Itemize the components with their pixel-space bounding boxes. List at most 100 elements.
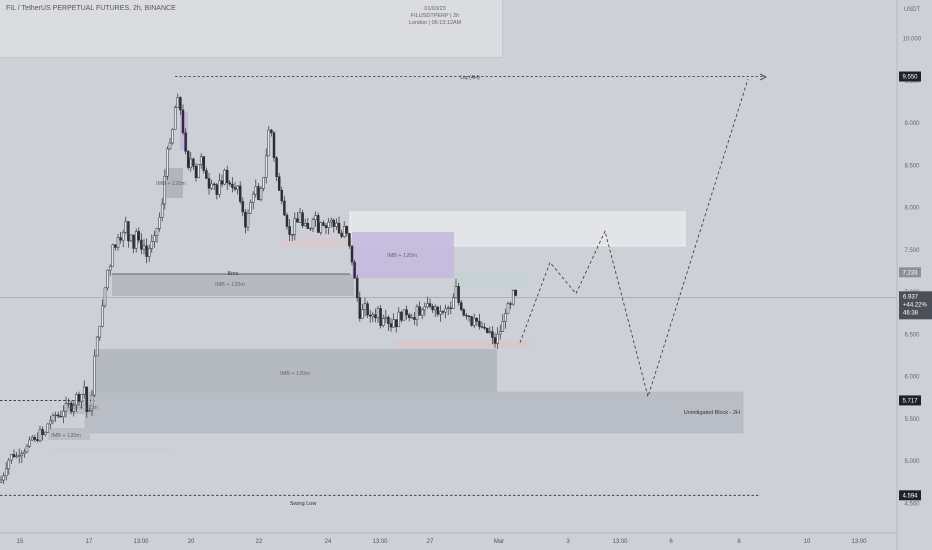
candle-body: [475, 317, 479, 322]
candle-body: [197, 164, 200, 179]
candle-body: [480, 326, 484, 328]
candle-body: [103, 287, 107, 307]
imb-zone-teal-small: [52, 448, 174, 452]
candle-body: [75, 394, 78, 406]
label-liq: Liq (4H): [460, 75, 480, 81]
candle-body: [90, 394, 94, 411]
candle-body: [246, 213, 250, 228]
candle-body: [41, 429, 44, 435]
label-imb-big: IMB + 120m: [280, 371, 310, 377]
price-tick-label: 9.000: [904, 121, 920, 127]
candle-body: [485, 327, 489, 333]
candle-body: [264, 155, 268, 178]
imb-zone-upper: [112, 274, 354, 296]
candles-layer: [0, 93, 518, 484]
candle-body: [293, 218, 297, 235]
candle-body: [233, 187, 237, 190]
candle-body: [85, 386, 89, 412]
candle-body: [413, 317, 416, 320]
time-tick-label: 13:00: [851, 539, 867, 545]
label-unmitigated: Unmitigated Block - 2H: [684, 410, 740, 416]
candle-body: [329, 219, 333, 223]
candle-body: [199, 156, 203, 165]
candle-body: [184, 132, 187, 152]
price-tags: 9.550 7.233 5.717 4.594 6.937 +44.22% 46:38: [899, 71, 932, 501]
time-tick-label: 13:00: [372, 539, 388, 545]
label-swing-low: Swing Low: [290, 501, 317, 507]
label-bms: Bms: [228, 271, 239, 277]
candle-body: [441, 311, 445, 313]
candle-body: [311, 219, 315, 229]
time-tick-label: 22: [256, 539, 263, 545]
candle-body: [350, 245, 354, 263]
candle-body: [129, 234, 133, 242]
candle-body: [181, 109, 185, 134]
candle-body: [340, 232, 343, 237]
candle-body: [119, 237, 122, 241]
candle-body: [241, 201, 245, 213]
candle-body: [145, 245, 148, 257]
candle-body: [69, 403, 73, 412]
candle-body: [379, 308, 382, 326]
candle-body: [62, 410, 65, 417]
candle-body: [153, 235, 156, 242]
candle-body: [46, 423, 50, 433]
price-tag-block: 5.717: [902, 398, 918, 404]
candle-body: [498, 331, 502, 335]
candle-body: [420, 309, 424, 316]
candle-body: [98, 325, 102, 338]
candle-body: [251, 193, 255, 203]
candle-body: [319, 222, 323, 233]
candle-body: [36, 439, 39, 441]
candle-body: [12, 454, 16, 458]
candle-body: [111, 244, 115, 267]
candle-body: [394, 319, 398, 328]
candle-body: [400, 311, 403, 321]
candle-body: [2, 475, 5, 481]
candle-body: [231, 183, 234, 188]
candle-body: [423, 306, 427, 311]
candle-body: [150, 241, 154, 249]
candle-body: [15, 455, 18, 458]
demand-zone-pink-2: [395, 340, 530, 348]
candle-body: [88, 410, 91, 412]
label-imb-small-2: IMB + 120m: [51, 433, 81, 439]
symbol-title[interactable]: FIL / TetherUS PERPETUAL FUTURES, 2h, BI…: [6, 5, 176, 12]
candle-body: [511, 289, 515, 305]
candle-body: [7, 459, 11, 470]
candle-body: [155, 228, 159, 236]
candle-body: [163, 175, 167, 205]
candle-body: [43, 432, 47, 435]
candle-body: [337, 222, 341, 234]
price-tag-low: 4.594: [902, 493, 918, 499]
candle-body: [244, 211, 247, 228]
candle-body: [160, 203, 164, 218]
zones-layer: [48, 112, 744, 452]
candle-body: [82, 386, 86, 395]
candle-body: [228, 182, 232, 185]
candle-body: [454, 286, 458, 299]
candle-body: [303, 223, 307, 226]
candle-body: [249, 202, 252, 214]
time-axis-ticks: 15 17 13:00 20 22 24 13:00 27 Mar 3 13:00 6 8 10 13:00: [17, 539, 868, 545]
candle-body: [72, 404, 76, 412]
candle-body: [218, 180, 221, 195]
candle-body: [387, 316, 390, 324]
candle-body: [332, 219, 336, 227]
unmitigated-block-zone: [84, 391, 744, 434]
meta-time: London | 06:13:12AM: [408, 20, 462, 26]
candle-body: [17, 455, 21, 457]
candle-body: [452, 297, 455, 309]
candle-body: [51, 415, 55, 422]
candle-body: [267, 129, 271, 157]
candle-body: [496, 333, 499, 344]
candle-body: [306, 223, 310, 229]
candle-body: [114, 244, 117, 248]
time-tick-label: 8: [737, 539, 741, 545]
annotation-layer: Liq (4H) Bms IMB + 120m IMB + 120m IMB + 120…: [51, 75, 740, 507]
label-imb-small-1: IMB + 120m: [68, 405, 98, 411]
candle-body: [225, 169, 229, 183]
candle-body: [158, 217, 161, 229]
price-tick-label: 6.000: [904, 375, 920, 381]
